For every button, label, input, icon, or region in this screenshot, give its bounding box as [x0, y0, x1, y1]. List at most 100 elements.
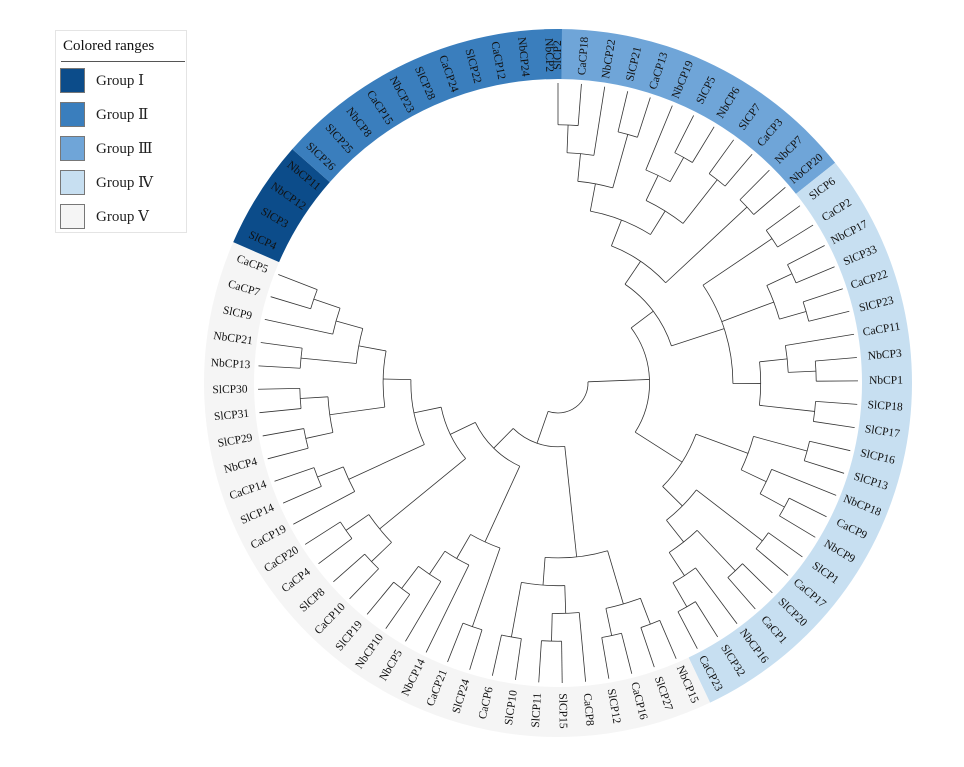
legend-label: Group Ⅱ: [96, 107, 149, 123]
branch-arc: [512, 428, 565, 448]
branch-arc: [418, 566, 442, 582]
branch-line: [349, 568, 379, 600]
branch-line: [447, 622, 464, 663]
legend-item-group-1: Group Ⅰ: [60, 68, 184, 96]
branch-line: [577, 83, 582, 126]
leaf-label: SlCP15: [556, 693, 568, 729]
branch-line: [278, 274, 318, 290]
branch-line: [282, 486, 322, 504]
leaf-label: SlCP18: [867, 399, 903, 413]
colored-range-group-3: [544, 28, 836, 194]
branch-arc: [645, 169, 671, 183]
branch-line: [740, 469, 767, 483]
branch-line: [612, 134, 629, 188]
branch-line: [788, 497, 827, 518]
branch-line: [329, 406, 385, 416]
branch-line: [300, 396, 328, 399]
branch-line: [759, 493, 785, 508]
legend-swatch: [60, 136, 85, 161]
branch-arc: [303, 428, 309, 449]
branch-arc: [547, 381, 589, 414]
branch-arc: [708, 173, 726, 187]
branch-line: [551, 613, 553, 642]
branch-line: [721, 301, 774, 322]
branch-line: [593, 86, 606, 156]
branch-line: [779, 515, 816, 538]
branch-arc: [755, 532, 769, 549]
branch-arc: [332, 307, 341, 335]
branch-arc: [313, 467, 322, 487]
branch-arc: [501, 634, 522, 640]
branch-line: [696, 489, 763, 542]
branch-line: [385, 594, 411, 629]
leaf-label: SlCP2: [552, 40, 564, 70]
branch-line: [472, 547, 501, 627]
legend-item-group-4: Group Ⅳ: [60, 170, 184, 198]
branch-arc: [566, 152, 594, 156]
branch-line: [538, 640, 542, 683]
branch-line: [587, 379, 650, 383]
branch-line: [771, 468, 837, 496]
branch-line: [624, 261, 641, 285]
branch-line: [379, 458, 466, 530]
branch-line: [262, 428, 304, 437]
branch-arc: [340, 521, 353, 539]
branch-line: [682, 179, 718, 224]
branch-line: [274, 467, 315, 482]
branch-arc: [541, 640, 562, 642]
branch-arc: [299, 388, 302, 409]
branch-arc: [672, 567, 696, 584]
branch-arc: [784, 345, 789, 373]
branch-line: [264, 319, 333, 335]
branch-line: [645, 175, 659, 201]
branch-line: [536, 411, 549, 444]
branch-line: [413, 406, 442, 414]
branch-line: [630, 310, 654, 329]
branch-line: [759, 358, 788, 363]
branch-line: [335, 320, 363, 329]
branch-line: [755, 548, 789, 576]
branch-arc: [740, 436, 754, 470]
branch-line: [611, 219, 622, 247]
branch-line: [313, 298, 341, 309]
tree-branches: [258, 83, 858, 683]
leaf-label: NbCP13: [210, 357, 250, 371]
leaf-label: SlCP12: [605, 688, 623, 725]
branch-line: [815, 357, 857, 362]
legend-swatch: [60, 102, 85, 127]
branch-line: [542, 557, 546, 586]
branch-line: [493, 428, 514, 449]
branch-arc: [474, 422, 520, 467]
branch-arc: [611, 245, 666, 284]
branch-arc: [779, 497, 790, 517]
branch-line: [739, 169, 770, 201]
branch-arc: [787, 264, 797, 284]
branch-line: [564, 446, 578, 557]
branch-arc: [759, 469, 773, 494]
branch-line: [577, 153, 581, 182]
leaf-label: CaCP8: [581, 693, 596, 727]
branch-line: [258, 365, 301, 369]
branch-line: [293, 491, 355, 525]
branch-line: [260, 342, 303, 349]
leaf-label: NbCP1: [869, 375, 903, 387]
legend-swatch: [60, 170, 85, 195]
branch-line: [617, 91, 629, 132]
branch-line: [692, 126, 715, 163]
branch-line: [317, 466, 344, 478]
branch-line: [677, 611, 698, 649]
colored-range-group-5: [203, 242, 711, 737]
branch-line: [401, 566, 419, 589]
branch-line: [371, 542, 392, 562]
branch-arc: [310, 289, 318, 309]
branch-line: [702, 238, 773, 286]
branch-line: [348, 444, 425, 480]
branch-line: [779, 311, 807, 320]
legend-title: Colored ranges: [63, 38, 155, 54]
branch-arc: [666, 489, 697, 521]
branch-line: [669, 157, 685, 182]
leaf-label: SlCP30: [212, 383, 248, 396]
branch-line: [456, 534, 471, 559]
branch-arc: [440, 407, 466, 459]
branch-arc: [355, 328, 364, 364]
